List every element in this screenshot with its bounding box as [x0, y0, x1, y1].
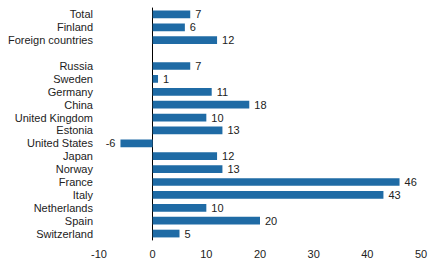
svg-text:10: 10 — [211, 112, 223, 124]
svg-text:7: 7 — [195, 8, 201, 20]
svg-text:Russia: Russia — [59, 60, 94, 72]
svg-text:France: France — [59, 176, 93, 188]
svg-text:13: 13 — [227, 163, 239, 175]
svg-text:-10: -10 — [91, 248, 107, 260]
svg-text:10: 10 — [200, 248, 212, 260]
svg-text:5: 5 — [185, 228, 191, 240]
svg-text:United States: United States — [27, 137, 94, 149]
svg-text:50: 50 — [415, 248, 427, 260]
svg-text:43: 43 — [388, 189, 400, 201]
svg-text:13: 13 — [227, 124, 239, 136]
svg-text:Norway: Norway — [56, 163, 94, 175]
svg-text:11: 11 — [217, 86, 228, 98]
svg-text:Spain: Spain — [65, 215, 93, 227]
svg-text:Foreign countries: Foreign countries — [8, 34, 93, 46]
svg-text:18: 18 — [254, 99, 266, 111]
svg-text:30: 30 — [308, 248, 320, 260]
svg-text:Japan: Japan — [63, 150, 93, 162]
svg-text:Finland: Finland — [57, 21, 93, 33]
svg-text:Sweden: Sweden — [53, 73, 93, 85]
svg-text:China: China — [64, 99, 94, 111]
svg-text:40: 40 — [361, 248, 373, 260]
svg-text:Netherlands: Netherlands — [34, 202, 94, 214]
svg-text:12: 12 — [222, 150, 234, 162]
svg-text:Germany: Germany — [48, 86, 94, 98]
svg-text:Estonia: Estonia — [56, 124, 94, 136]
svg-text:Total: Total — [70, 8, 93, 20]
svg-text:20: 20 — [265, 215, 277, 227]
svg-text:0: 0 — [150, 248, 156, 260]
svg-text:1: 1 — [163, 73, 169, 85]
svg-text:10: 10 — [211, 202, 223, 214]
svg-text:Italy: Italy — [73, 189, 94, 201]
svg-text:20: 20 — [254, 248, 266, 260]
svg-text:6: 6 — [190, 21, 196, 33]
svg-text:Switzerland: Switzerland — [36, 228, 93, 240]
svg-text:-6: -6 — [106, 137, 116, 149]
svg-text:United Kingdom: United Kingdom — [15, 112, 93, 124]
svg-text:12: 12 — [222, 34, 234, 46]
svg-text:7: 7 — [195, 60, 201, 72]
svg-text:46: 46 — [405, 176, 417, 188]
